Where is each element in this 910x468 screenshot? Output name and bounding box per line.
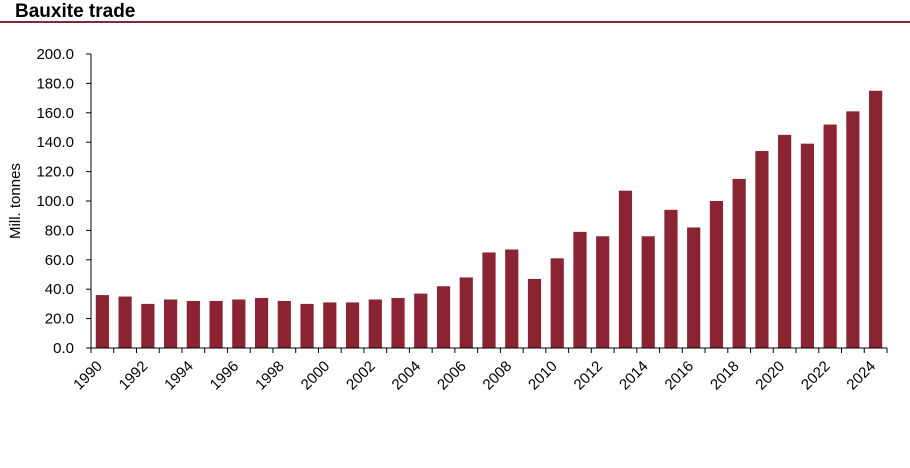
bar-2020 [778,134,792,348]
bar-1993 [164,299,178,348]
bar-2019 [755,151,769,348]
y-axis: 0.0 20.0 40.0 60.0 80.0 100.0 120.0 140.0 160.0 1… [36,46,92,357]
bar-1997 [254,298,269,348]
bar-1992 [141,303,155,348]
y-tick-label: 60.0 [45,252,74,269]
y-tick-label: 100.0 [36,193,74,210]
bar-2016 [687,227,701,348]
x-tick-label: 2004 [389,358,425,394]
y-tick-label: 40.0 [45,281,74,298]
x-tick-label: 1996 [207,358,243,394]
x-tick-label: 2022 [798,358,834,394]
x-axis: 1990 1992 1994 1996 1998 2000 2002 2004 2006 2008… [70,347,888,394]
bar-2014 [641,236,655,348]
bar-1991 [118,296,132,348]
bar-2012 [596,236,610,348]
y-tick-label: 160.0 [36,105,74,122]
y-axis-title: Mill. tonnes [7,163,24,239]
bar-2013 [618,190,633,348]
bar-1998 [277,300,291,348]
y-tick-label: 0.0 [53,340,74,357]
y-tick-label: 180.0 [36,75,74,92]
x-tick-label: 2018 [707,358,743,394]
title-rule [0,21,910,23]
bar-2008 [505,249,519,348]
bar-2017 [709,201,724,348]
bar-2001 [345,302,360,348]
bar-2004 [414,293,428,348]
bar-1995 [209,300,223,348]
x-tick-label: 2012 [571,358,607,394]
bar-2003 [391,298,405,348]
x-tick-label: 2020 [752,358,788,394]
y-tick-label: 80.0 [45,222,74,239]
bar-2010 [550,258,564,348]
bars [95,90,883,348]
x-tick-label: 2010 [525,358,561,394]
bar-2000 [323,302,337,348]
bar-2007 [482,252,496,348]
x-tick-label: 2006 [434,358,470,394]
bar-1990 [95,295,109,348]
bar-2011 [573,231,587,348]
x-tick-label: 2002 [343,358,379,394]
y-tick-label: 120.0 [36,164,74,181]
bar-2021 [800,143,814,348]
bar-1996 [232,299,246,348]
y-tick-label: 140.0 [36,134,74,151]
x-tick-label: 2024 [843,358,879,394]
bar-2005 [436,286,451,348]
y-tick-label: 20.0 [45,311,74,328]
y-tick-label: 200.0 [36,46,74,63]
bar-2024 [869,90,883,348]
bar-2006 [459,277,473,348]
x-tick-label: 2016 [662,358,698,394]
bar-2023 [846,111,860,348]
x-tick-label: 1998 [252,358,288,394]
x-tick-label: 1990 [70,358,106,394]
bar-2022 [823,124,837,348]
x-tick-label: 2008 [480,358,516,394]
bar-2002 [368,299,382,348]
chart-title: Bauxite trade [15,1,136,22]
bar-1999 [300,303,314,348]
x-tick-label: 1994 [161,358,197,394]
x-tick-label: 2014 [616,358,652,394]
x-tick-label: 1992 [116,358,152,394]
bar-2009 [527,278,542,348]
bar-2015 [664,209,678,348]
x-tick-label: 2000 [298,358,334,394]
bar-2018 [732,178,746,348]
bar-1994 [186,300,200,348]
